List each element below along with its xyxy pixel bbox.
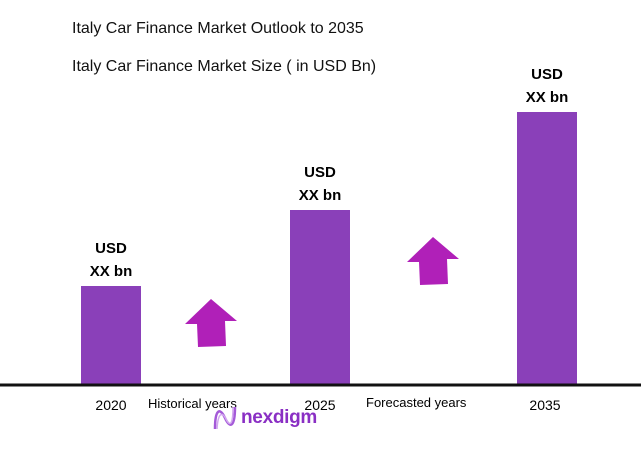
data-label-currency: USD: [95, 240, 127, 257]
up-arrow-icon: [407, 237, 459, 285]
x-tick-label: 2020: [95, 397, 126, 413]
period-label-historical: Historical years: [148, 396, 237, 411]
logo-wave-icon: [213, 406, 237, 430]
data-label-value: XX bn: [90, 263, 133, 280]
bar-2020: [81, 286, 141, 385]
logo-text: nexdigm: [241, 407, 318, 428]
data-label-currency: USD: [304, 164, 336, 181]
chart-subtitle: Italy Car Finance Market Size ( in USD B…: [72, 58, 377, 75]
data-label-value: XX bn: [526, 89, 569, 106]
x-tick-label: 2025: [304, 397, 335, 413]
period-label-forecast: Forecasted years: [366, 395, 467, 410]
up-arrow-icon: [185, 299, 237, 347]
bar-2025: [290, 210, 350, 385]
nexdigm-logo: nexdigm: [212, 405, 317, 431]
bar-2035: [517, 112, 577, 385]
data-label-currency: USD: [531, 66, 563, 83]
chart-title: Italy Car Finance Market Outlook to 2035: [72, 20, 364, 37]
x-tick-label: 2035: [529, 397, 560, 413]
data-label-value: XX bn: [299, 187, 342, 204]
